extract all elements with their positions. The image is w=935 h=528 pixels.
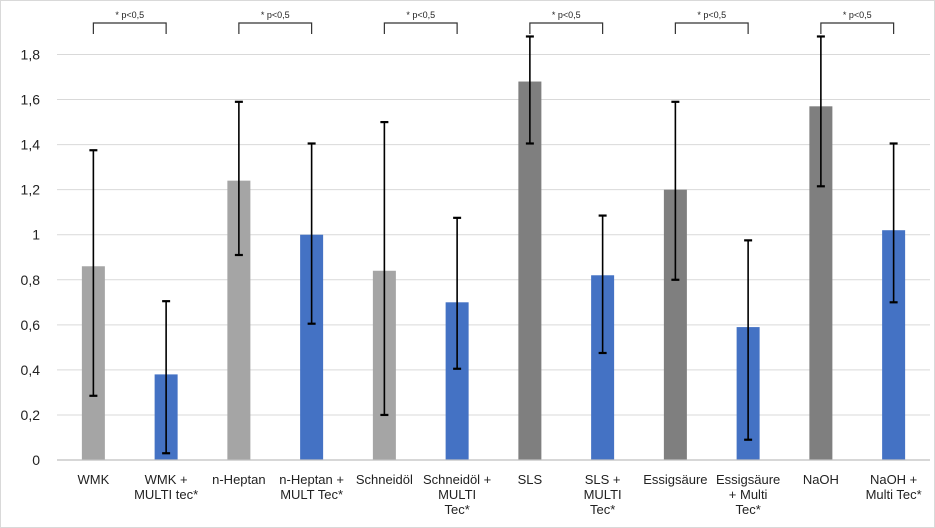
y-tick-label: 1,8	[21, 47, 41, 63]
error-bar	[234, 100, 243, 257]
error-bars	[89, 35, 898, 455]
x-category-label: Schneidöl	[356, 472, 413, 487]
y-tick-label: 0,8	[21, 272, 41, 288]
x-category-label: SLS	[518, 472, 543, 487]
bracket-line	[674, 22, 749, 34]
error-bar	[307, 142, 316, 325]
x-category-label: SLS + MULTI Tec*	[584, 472, 622, 517]
x-category-label: n-Heptan	[212, 472, 265, 487]
x-category-label: NaOH	[803, 472, 839, 487]
significance-bracket: * p<0,5	[92, 10, 167, 34]
x-category-label: n-Heptan + MULT Tec*	[279, 472, 344, 502]
y-tick-label: 0	[32, 452, 40, 468]
bracket-line	[238, 22, 313, 34]
y-tick-label: 0,2	[21, 407, 41, 423]
significance-label: * p<0,5	[406, 10, 435, 20]
gridlines	[57, 54, 930, 416]
error-bar	[453, 216, 462, 370]
error-bar	[89, 149, 98, 397]
error-bar	[671, 100, 680, 281]
significance-bracket: * p<0,5	[529, 10, 604, 34]
y-tick-label: 1,4	[21, 137, 41, 153]
y-tick-label: 1,6	[21, 92, 41, 108]
bracket-line	[529, 22, 604, 34]
y-tick-label: 0,6	[21, 317, 41, 333]
bar	[300, 234, 324, 460]
bar	[809, 106, 833, 460]
significance-label: * p<0,5	[115, 10, 144, 20]
significance-label: * p<0,5	[843, 10, 872, 20]
bracket-line	[92, 22, 167, 34]
error-bar	[889, 142, 898, 304]
error-bar	[598, 214, 607, 355]
significance-label: * p<0,5	[552, 10, 581, 20]
significance-label: * p<0,5	[261, 10, 290, 20]
bar	[518, 81, 542, 461]
error-bar	[816, 35, 825, 188]
bar	[227, 180, 251, 460]
x-category-label: Essigsäure + Multi Tec*	[716, 472, 780, 517]
x-category-label: Schneidöl + MULTI Tec*	[423, 472, 491, 517]
bracket-line	[383, 22, 458, 34]
y-tick-label: 1,2	[21, 182, 41, 198]
y-axis-ticks: 0 0,2 0,4 0,6 0,8 1 1,2 1,4 1,6 1,8	[21, 47, 41, 469]
bar	[445, 302, 469, 460]
bar	[591, 275, 615, 460]
y-tick-label: 0,4	[21, 362, 41, 378]
error-bar	[162, 300, 171, 455]
x-axis-categories: WMK WMK + MULTI tec* n-Heptan n-Heptan + MULT…	[77, 472, 921, 517]
error-bar	[525, 35, 534, 145]
significance-brackets: * p<0,5 * p<0,5 * p<0,5 * p<0,5 * p<0,5 * p<0…	[92, 10, 895, 34]
significance-bracket: * p<0,5	[820, 10, 895, 34]
x-category-label: Essigsäure	[643, 472, 707, 487]
y-tick-label: 1	[32, 227, 40, 243]
error-bar	[744, 239, 753, 441]
error-bar	[380, 120, 389, 417]
significance-bracket: * p<0,5	[238, 10, 313, 34]
bar	[663, 189, 687, 460]
x-category-label: WMK + MULTI tec*	[134, 472, 198, 502]
x-category-label: NaOH + Multi Tec*	[866, 472, 922, 502]
bracket-line	[820, 22, 895, 34]
bars	[81, 81, 906, 461]
x-category-label: WMK	[77, 472, 109, 487]
significance-bracket: * p<0,5	[383, 10, 458, 34]
significance-bracket: * p<0,5	[674, 10, 749, 34]
bar	[882, 230, 906, 460]
significance-label: * p<0,5	[697, 10, 726, 20]
